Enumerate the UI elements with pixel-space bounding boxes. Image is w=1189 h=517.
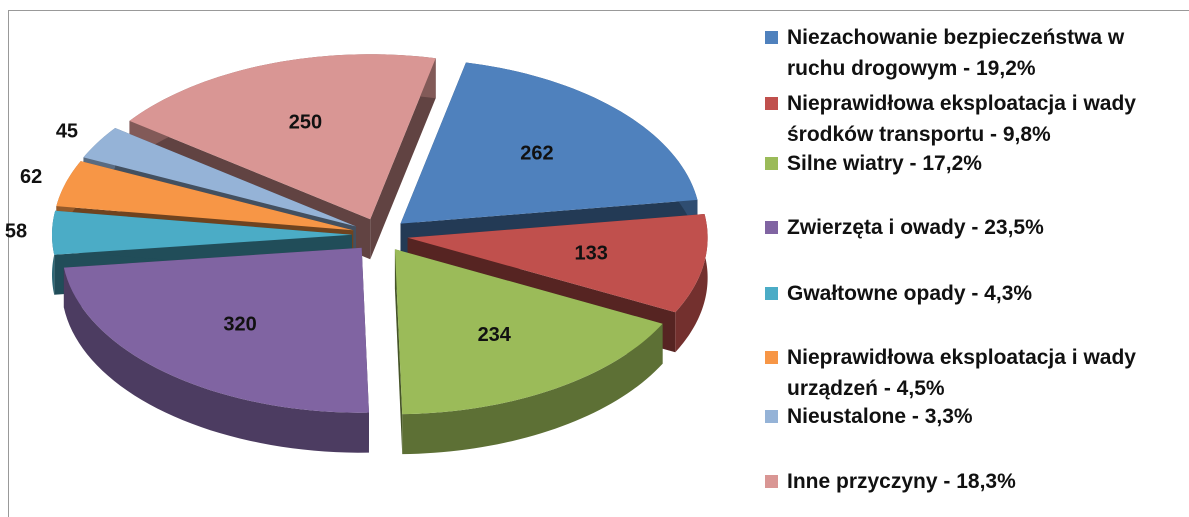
slice-wall: [370, 58, 436, 260]
legend-item: Nieprawidłowa eksploatacja i wady środkó…: [765, 88, 1185, 150]
data-label: 45: [56, 120, 78, 142]
legend-label: Silne wiatry - 17,2%: [787, 152, 982, 175]
legend-item: Zwierzęta i owady - 23,5%: [765, 212, 1185, 243]
chart-frame: [8, 10, 1189, 517]
legend-item: Gwałtowne opady - 4,3%: [765, 278, 1185, 309]
slice-top: [52, 210, 353, 255]
legend-swatch: [765, 410, 778, 423]
legend-item: Niezachowanie bezpieczeństwa w ruchu dro…: [765, 22, 1185, 84]
legend-item: Inne przyczyny - 18,3%: [765, 466, 1185, 497]
pie-slice: [394, 249, 663, 455]
slice-side: [675, 214, 708, 353]
slice-top: [83, 128, 356, 227]
data-label: 58: [5, 221, 27, 243]
legend-swatch: [765, 287, 778, 300]
slice-top: [407, 214, 708, 313]
slice-top: [400, 62, 698, 224]
legend-swatch: [765, 351, 778, 364]
slice-side: [63, 267, 369, 453]
slice-top: [394, 249, 663, 415]
legend-label: Gwałtowne opady - 4,3%: [787, 282, 1033, 305]
legend-item: Silne wiatry - 17,2%: [765, 148, 1185, 179]
pie-slice: [63, 247, 369, 453]
legend-swatch: [765, 31, 778, 44]
legend-label: Nieustalone - 3,3%: [787, 405, 973, 428]
legend-swatch: [765, 97, 778, 110]
legend-item: Nieprawidłowa eksploatacja i wady urządz…: [765, 342, 1185, 404]
legend-swatch: [765, 221, 778, 234]
legend-swatch: [765, 475, 778, 488]
data-label: 62: [20, 166, 42, 188]
slice-side: [402, 323, 663, 455]
legend-item: Nieustalone - 3,3%: [765, 401, 1185, 432]
slice-top: [56, 161, 354, 231]
data-label: 133: [574, 243, 607, 265]
legend-label: Niezachowanie bezpieczeństwa w ruchu dro…: [787, 26, 1125, 80]
pie-area: 262 133 234 320 58 62 45 250: [5, 54, 708, 455]
legend-swatch: [765, 157, 778, 170]
legend-label: Nieprawidłowa eksploatacja i wady urządz…: [787, 346, 1136, 400]
data-label: 234: [478, 324, 512, 346]
slice-wall: [394, 249, 403, 455]
legend-label: Zwierzęta i owady - 23,5%: [787, 216, 1044, 239]
legend-label: Nieprawidłowa eksploatacja i wady środkó…: [787, 92, 1136, 146]
data-label: 320: [223, 313, 256, 335]
data-label: 250: [289, 112, 322, 134]
data-label: 262: [520, 142, 553, 164]
legend-label: Inne przyczyny - 18,3%: [787, 470, 1016, 493]
slice-top: [129, 54, 436, 220]
slice-top: [63, 247, 369, 413]
